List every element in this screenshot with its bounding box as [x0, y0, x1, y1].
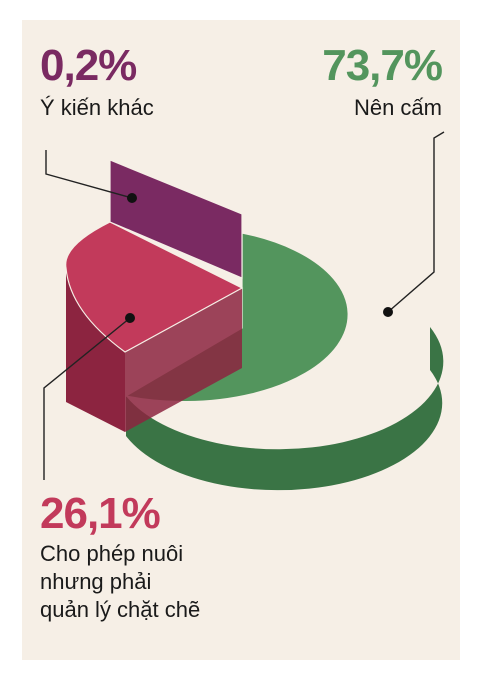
- other-percent-label: 0,2%: [40, 41, 137, 90]
- allow-label-line-2: nhưng phải: [40, 569, 152, 594]
- allow-label-line-1: Cho phép nuôi: [40, 541, 184, 566]
- pie-slice-other: [109, 159, 243, 279]
- ban-category-label: Nên cấm: [353, 95, 442, 120]
- other-leader-dot: [127, 193, 137, 203]
- allow-percent-label: 26,1%: [40, 489, 161, 538]
- pie-slice-ban: [124, 232, 349, 403]
- pie-slice-allow-cut: [125, 288, 242, 432]
- other-leader-line: [45, 150, 133, 199]
- allow-leader-line: [43, 317, 131, 480]
- pie-slice-ban-side: [126, 327, 444, 491]
- pie-slice-allow: [65, 221, 244, 353]
- ban-percent-label: 73,7%: [322, 41, 443, 90]
- other-category-label: Ý kiến khác: [40, 95, 154, 120]
- allow-label-line-3: quản lý chặt chẽ: [40, 597, 201, 622]
- ban-leader-dot: [383, 307, 393, 317]
- allow-leader-dot: [125, 313, 135, 323]
- allow-category-label: Cho phép nuôi nhưng phải quản lý chặt ch…: [40, 540, 200, 624]
- ban-leader-line: [387, 131, 445, 313]
